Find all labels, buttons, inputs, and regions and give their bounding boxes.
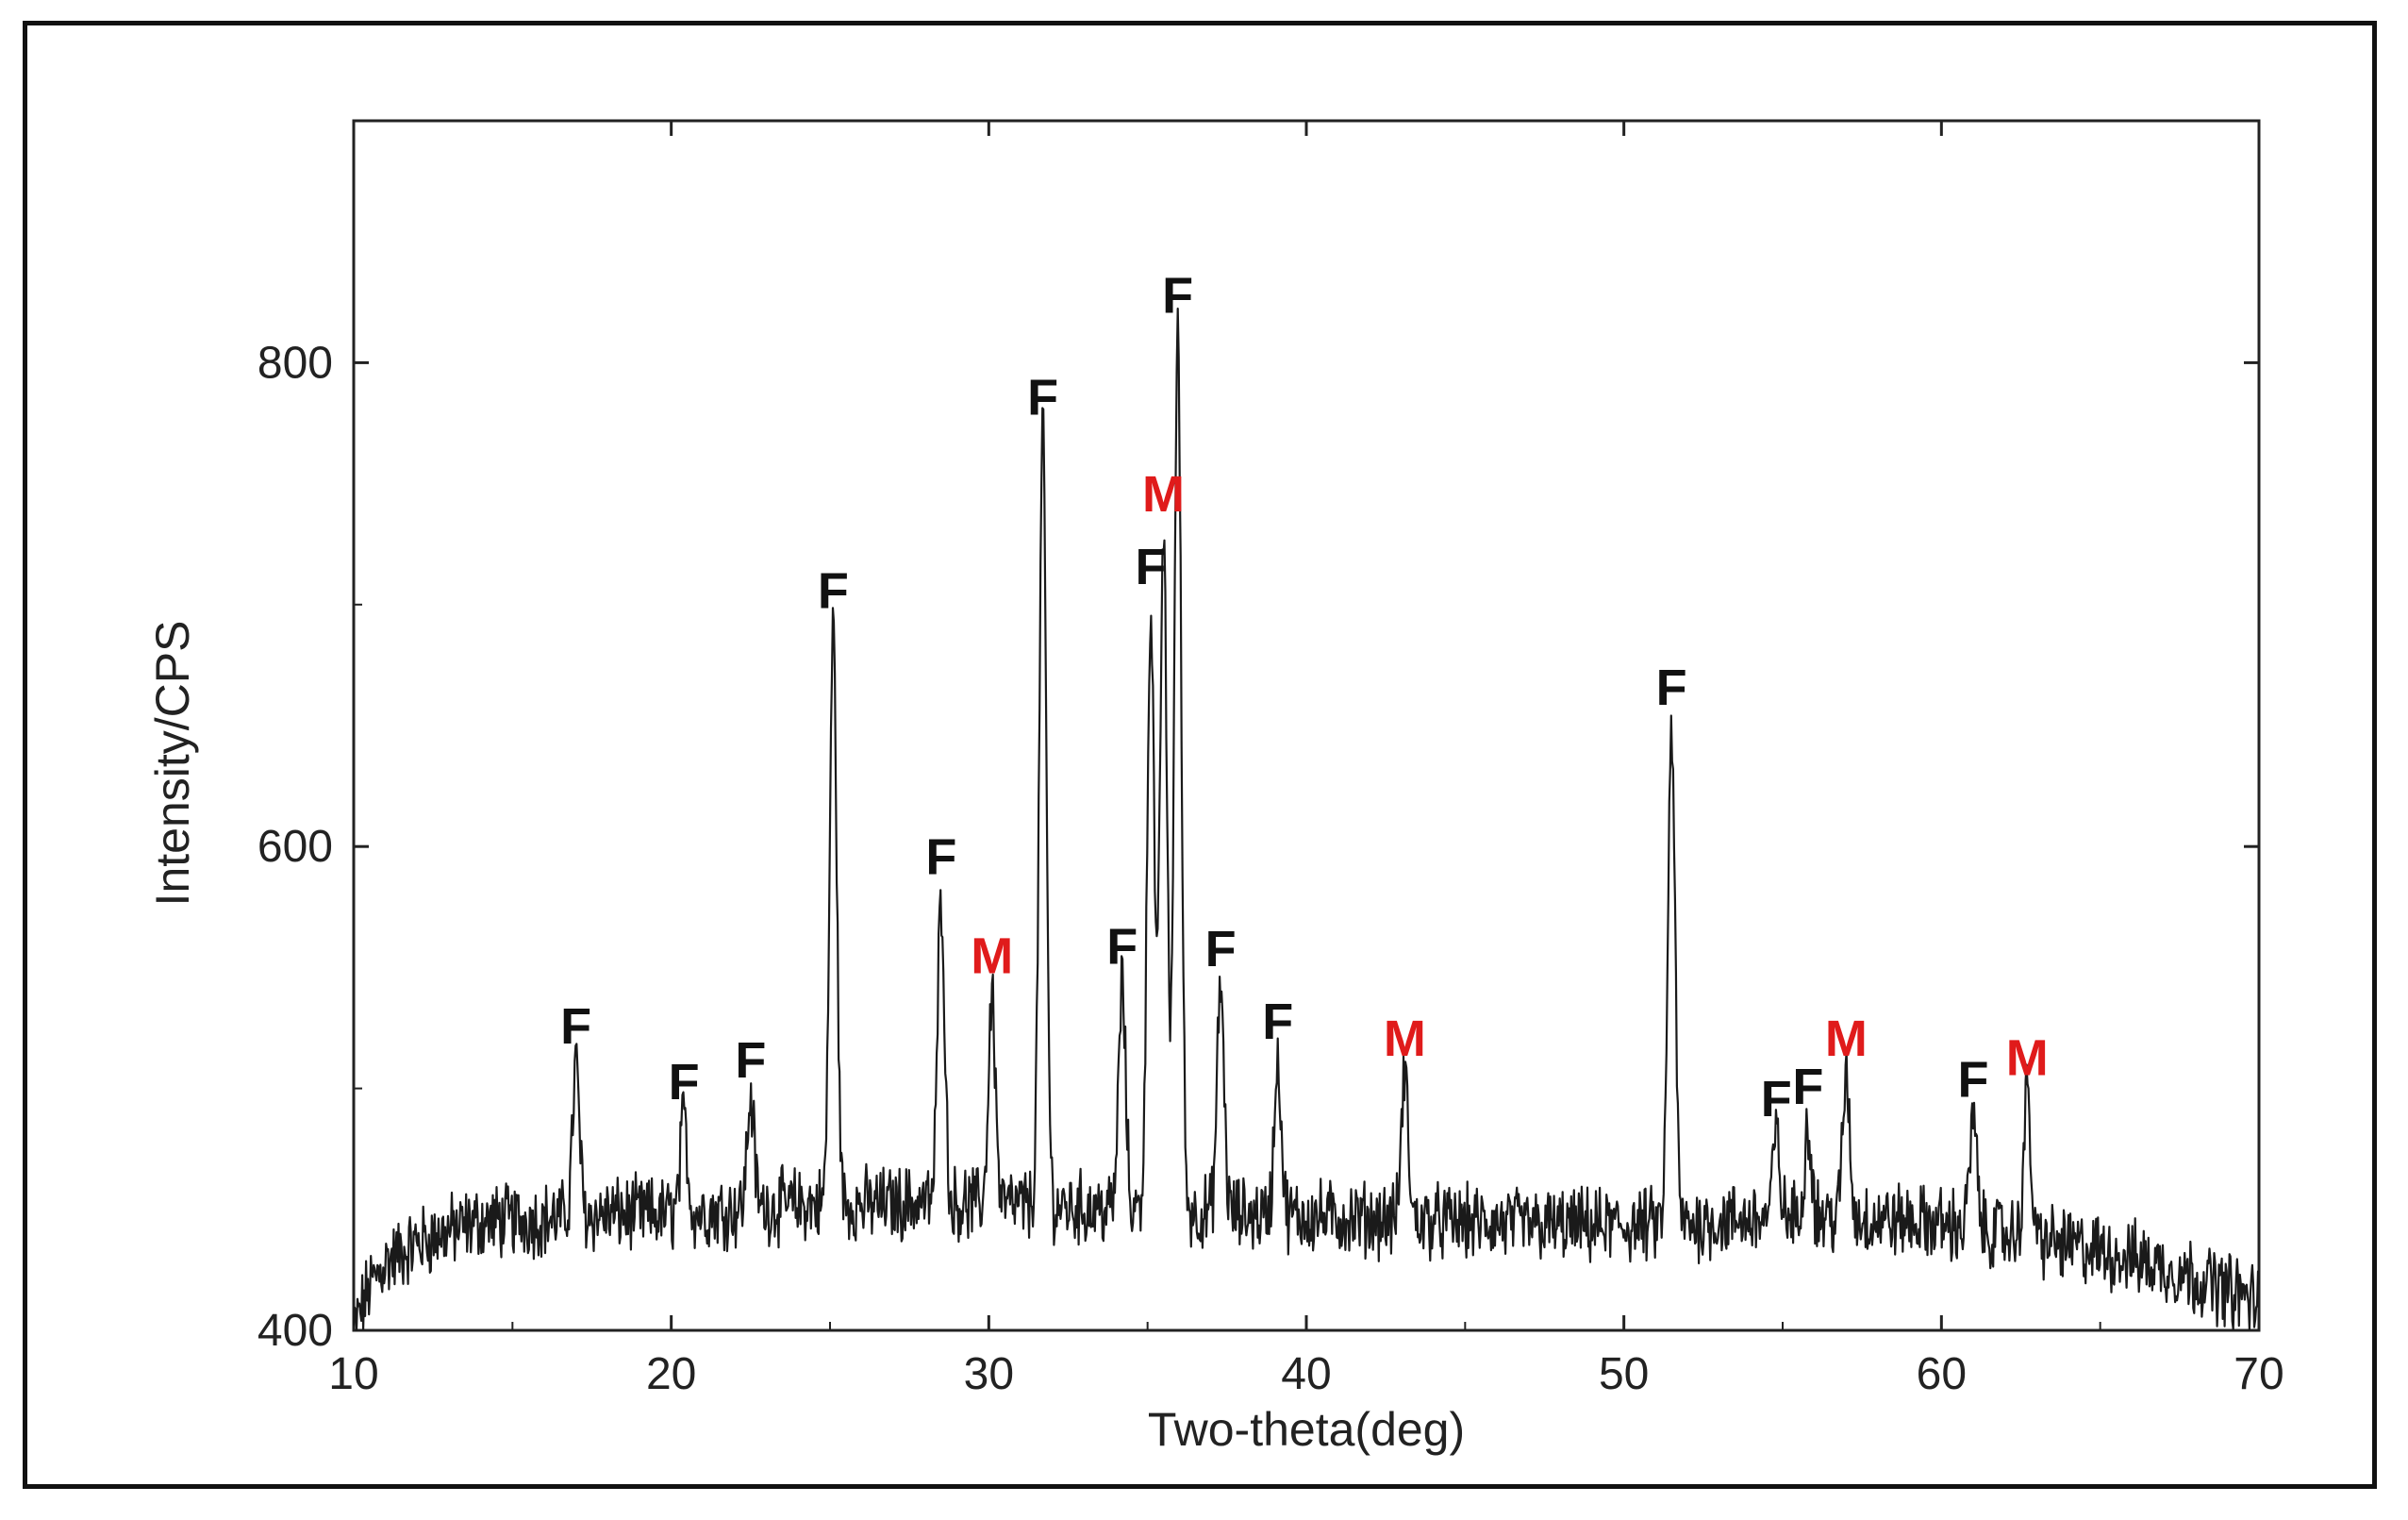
x-tick-label: 40 xyxy=(1281,1349,1331,1399)
peak-label-ferrite: F xyxy=(1106,918,1138,975)
peak-label-ferrite: F xyxy=(1162,268,1193,325)
peak-label-ferrite: F xyxy=(1656,660,1687,716)
peak-label-ferrite: F xyxy=(1136,539,1167,595)
x-tick-label: 20 xyxy=(646,1349,696,1399)
peak-label-ferrite: F xyxy=(1027,369,1058,426)
axis-ticks: 10 20 30 40 50 60 70 400 600 800 xyxy=(257,120,2284,1399)
peak-label-ferrite: F xyxy=(1792,1059,1823,1115)
peak-label-magnetite: M xyxy=(1142,466,1185,523)
peak-label-magnetite: M xyxy=(2006,1029,2049,1086)
peak-label-ferrite: F xyxy=(1262,994,1293,1050)
diffraction-trace xyxy=(352,308,2261,1332)
y-tick-label: 600 xyxy=(257,822,333,872)
peak-label-ferrite: F xyxy=(925,828,956,885)
x-tick-label: 50 xyxy=(1599,1349,1649,1399)
peak-label-ferrite: F xyxy=(1958,1051,1989,1108)
peak-label-ferrite: F xyxy=(669,1054,700,1111)
plot-area xyxy=(352,119,2261,1332)
y-axis-title: Intensity/CPS xyxy=(146,621,199,907)
x-tick-label: 30 xyxy=(964,1349,1014,1399)
peak-label-magnetite: M xyxy=(1384,1011,1426,1067)
y-tick-label: 400 xyxy=(257,1306,333,1356)
x-tick-label: 60 xyxy=(1917,1349,1967,1399)
peak-label-ferrite: F xyxy=(735,1032,766,1089)
peak-label-magnetite: M xyxy=(1825,1011,1868,1067)
xrd-trace-line xyxy=(352,308,2261,1332)
x-tick-label: 10 xyxy=(328,1349,378,1399)
peak-label-ferrite: F xyxy=(560,998,591,1055)
peak-label-ferrite: F xyxy=(1205,921,1237,977)
x-axis-title: Two-theta(deg) xyxy=(1148,1403,1465,1456)
peak-label-magnetite: M xyxy=(971,928,1013,985)
plot-border xyxy=(352,119,2261,1332)
peak-label-ferrite: F xyxy=(818,562,849,619)
peak-label-ferrite: F xyxy=(1761,1071,1792,1127)
x-tick-label: 70 xyxy=(2234,1349,2283,1399)
y-tick-label: 800 xyxy=(257,338,333,388)
